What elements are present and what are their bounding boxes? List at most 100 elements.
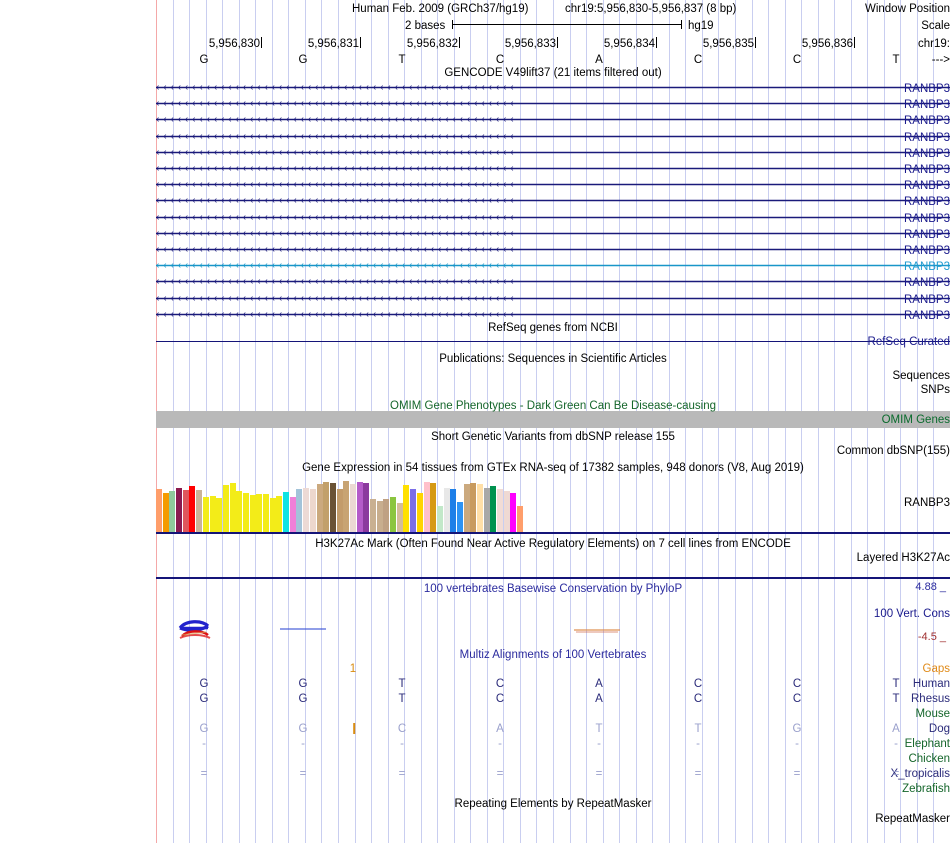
layered-h3k27ac-label[interactable]: Layered H3K27Ac: [856, 552, 950, 564]
common-dbsnp-label[interactable]: Common dbSNP(155): [836, 445, 950, 457]
gtex-expression-barchart[interactable]: [156, 479, 538, 532]
gtex-tissue-bar[interactable]: [196, 490, 203, 532]
gencode-gene-label[interactable]: RANBP3: [903, 83, 950, 95]
gtex-tissue-bar[interactable]: [376, 501, 383, 532]
gtex-tissue-bar[interactable]: [222, 485, 229, 532]
gtex-tissue-bar[interactable]: [169, 491, 176, 532]
gtex-tissue-bar[interactable]: [456, 502, 463, 532]
gtex-tissue-bar[interactable]: [436, 506, 443, 532]
gtex-tissue-bar[interactable]: [403, 485, 410, 532]
gtex-tissue-bar[interactable]: [263, 494, 269, 532]
publications-sequences-label[interactable]: Sequences: [892, 370, 950, 382]
gtex-tissue-bar[interactable]: [517, 506, 524, 532]
gencode-gene-label[interactable]: RANBP3: [903, 245, 950, 257]
gtex-tissue-bar[interactable]: [303, 488, 310, 532]
gtex-tissue-bar[interactable]: [202, 497, 209, 532]
gtex-tissue-bar[interactable]: [343, 481, 350, 532]
gtex-tissue-bar[interactable]: [309, 489, 316, 532]
species-label-zebrafish[interactable]: Zebrafish: [902, 783, 950, 795]
gtex-tissue-bar[interactable]: [443, 488, 450, 532]
gtex-tissue-bar[interactable]: [216, 498, 223, 532]
gtex-tissue-bar[interactable]: [176, 488, 183, 532]
species-label-x_tropicalis[interactable]: X_tropicalis: [890, 768, 950, 780]
gtex-tissue-bar[interactable]: [336, 489, 343, 532]
gencode-gene-label[interactable]: RANBP3: [903, 147, 950, 160]
refseq-curated-label[interactable]: RefSeq Curated: [867, 336, 950, 348]
alignment-base: A: [892, 723, 900, 735]
gencode-gene-label[interactable]: RANBP3: [903, 212, 950, 225]
dbsnp-track-title: Short Genetic Variants from dbSNP releas…: [431, 431, 675, 443]
gtex-tissue-bar[interactable]: [329, 483, 336, 532]
gtex-tissue-bar[interactable]: [430, 483, 437, 532]
omim-genes-label[interactable]: OMIM Genes: [881, 414, 950, 426]
gencode-gene-label[interactable]: RANBP3: [903, 115, 950, 128]
ruler-tick: [459, 37, 460, 48]
gencode-gene-label[interactable]: RANBP3: [903, 131, 950, 144]
gtex-tissue-bar[interactable]: [363, 483, 370, 532]
ruler-position-label: 5,956,834: [603, 38, 655, 50]
gtex-tissue-bar[interactable]: [162, 493, 169, 532]
gtex-tissue-bar[interactable]: [383, 499, 390, 532]
gtex-tissue-bar[interactable]: [249, 495, 256, 532]
gtex-tissue-bar[interactable]: [182, 490, 189, 532]
strand-arrows: ‹‹‹‹‹‹‹‹‹‹‹‹‹‹‹‹‹‹‹‹‹‹‹‹‹‹‹‹‹‹‹‹‹‹‹‹‹‹‹‹…: [156, 146, 518, 158]
gtex-tissue-bar[interactable]: [416, 493, 423, 532]
species-label-chicken[interactable]: Chicken: [908, 753, 950, 765]
publications-snps-label[interactable]: SNPs: [920, 384, 950, 396]
gencode-gene-label[interactable]: RANBP3: [903, 180, 950, 193]
alignment-base: C: [495, 693, 505, 705]
gtex-tissue-bar[interactable]: [289, 497, 296, 532]
gtex-tissue-bar[interactable]: [450, 489, 457, 532]
gtex-tissue-bar[interactable]: [269, 498, 276, 532]
gtex-tissue-bar[interactable]: [283, 492, 290, 532]
gtex-tissue-bar[interactable]: [316, 484, 323, 532]
gencode-gene-label[interactable]: RANBP3: [903, 277, 950, 290]
gtex-tissue-bar[interactable]: [390, 497, 397, 532]
gaps-label[interactable]: Gaps: [922, 663, 950, 675]
ruler-tick: [261, 37, 262, 48]
gencode-gene-label[interactable]: RANBP3: [903, 164, 950, 176]
gtex-tissue-bar[interactable]: [256, 494, 263, 532]
species-label-rhesus[interactable]: Rhesus: [911, 693, 950, 705]
gtex-tissue-bar[interactable]: [410, 489, 417, 532]
gtex-tissue-bar[interactable]: [236, 491, 243, 532]
species-label-elephant[interactable]: Elephant: [904, 738, 950, 750]
strand-arrows: ‹‹‹‹‹‹‹‹‹‹‹‹‹‹‹‹‹‹‹‹‹‹‹‹‹‹‹‹‹‹‹‹‹‹‹‹‹‹‹‹…: [156, 260, 518, 272]
alignment-base: T: [892, 693, 900, 705]
gtex-tissue-bar[interactable]: [356, 482, 363, 532]
gtex-tissue-bar[interactable]: [189, 486, 196, 532]
gtex-tissue-bar[interactable]: [156, 489, 162, 532]
alignment-base: =: [398, 768, 406, 780]
gtex-gene-label[interactable]: RANBP3: [903, 497, 950, 509]
gtex-tissue-bar[interactable]: [396, 503, 403, 532]
gtex-tissue-bar[interactable]: [229, 483, 236, 532]
gtex-tissue-bar[interactable]: [349, 484, 356, 532]
gencode-gene-label[interactable]: RANBP3: [903, 293, 950, 306]
gencode-gene-label[interactable]: RANBP3: [903, 309, 950, 322]
gtex-tissue-bar[interactable]: [276, 496, 283, 532]
gtex-tissue-bar[interactable]: [483, 488, 490, 532]
gtex-tissue-bar[interactable]: [209, 496, 216, 532]
gtex-tissue-bar[interactable]: [490, 486, 497, 532]
gtex-tissue-bar[interactable]: [510, 493, 517, 532]
alignment-base: =: [694, 768, 702, 780]
gencode-gene-label[interactable]: RANBP3: [903, 99, 950, 112]
repeatmasker-label[interactable]: RepeatMasker: [875, 813, 950, 825]
conservation-label[interactable]: 100 Vert. Cons: [873, 608, 950, 620]
gtex-tissue-bar[interactable]: [470, 483, 477, 532]
gencode-gene-label[interactable]: RANBP3: [903, 261, 950, 274]
gencode-gene-label[interactable]: RANBP3: [903, 196, 950, 209]
species-label-dog[interactable]: Dog: [928, 723, 950, 735]
species-label-human[interactable]: Human: [912, 678, 950, 690]
gtex-tissue-bar[interactable]: [242, 493, 249, 532]
gencode-gene-label[interactable]: RANBP3: [903, 228, 950, 241]
gtex-tissue-bar[interactable]: [463, 484, 470, 532]
gtex-tissue-bar[interactable]: [497, 489, 504, 532]
gtex-tissue-bar[interactable]: [477, 484, 483, 532]
gtex-tissue-bar[interactable]: [503, 491, 510, 532]
species-label-mouse[interactable]: Mouse: [915, 708, 950, 720]
gtex-tissue-bar[interactable]: [323, 482, 330, 532]
gtex-tissue-bar[interactable]: [423, 482, 430, 532]
gtex-tissue-bar[interactable]: [296, 489, 303, 532]
gtex-tissue-bar[interactable]: [370, 499, 376, 532]
